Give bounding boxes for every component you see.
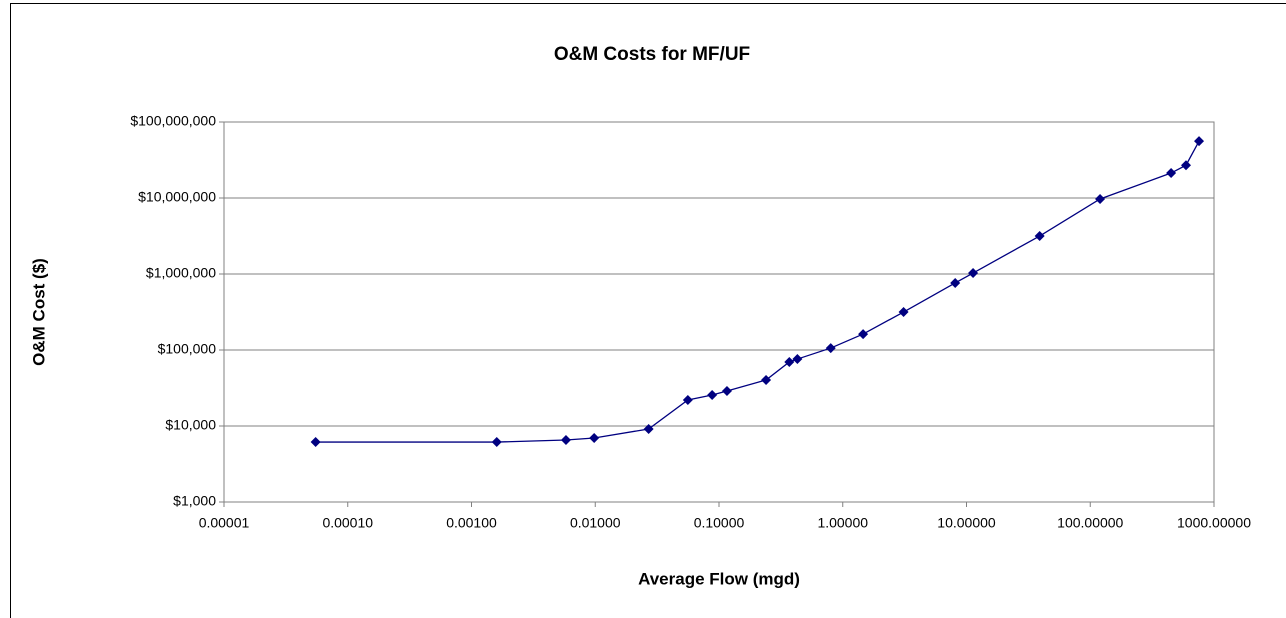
y-tick-label: $100,000 xyxy=(158,341,217,357)
marker xyxy=(491,437,502,448)
marker xyxy=(968,268,979,279)
marker xyxy=(721,385,732,396)
marker xyxy=(784,357,795,368)
marker xyxy=(1194,136,1205,147)
x-tick-label: 0.10000 xyxy=(694,515,745,531)
x-tick-label: 1.00000 xyxy=(817,515,868,531)
x-tick-label: 10.00000 xyxy=(937,515,996,531)
marker xyxy=(707,389,718,400)
y-axis-title: O&M Cost ($) xyxy=(29,258,48,366)
marker xyxy=(1095,194,1106,205)
x-tick-label: 0.00100 xyxy=(446,515,497,531)
x-tick-label: 100.00000 xyxy=(1057,515,1123,531)
marker xyxy=(1166,168,1177,179)
x-tick-label: 0.00010 xyxy=(322,515,373,531)
x-tick-label: 0.01000 xyxy=(570,515,621,531)
marker xyxy=(950,277,961,288)
y-tick-label: $10,000 xyxy=(165,417,216,433)
marker xyxy=(825,343,836,354)
marker xyxy=(1034,231,1045,242)
marker xyxy=(643,424,654,435)
marker xyxy=(589,433,600,444)
y-tick-label: $1,000 xyxy=(173,493,216,509)
y-tick-label: $100,000,000 xyxy=(130,113,216,129)
x-tick-label: 0.00001 xyxy=(199,515,250,531)
x-axis-title: Average Flow (mgd) xyxy=(638,569,800,588)
marker xyxy=(1181,160,1192,171)
marker xyxy=(792,354,803,365)
marker xyxy=(761,374,772,385)
chart-frame xyxy=(10,3,1286,618)
chart-title: O&M Costs for MF/UF xyxy=(554,44,750,65)
marker xyxy=(560,435,571,446)
marker xyxy=(898,307,909,318)
y-tick-label: $10,000,000 xyxy=(138,189,216,205)
marker xyxy=(858,329,869,340)
marker xyxy=(310,437,321,448)
marker xyxy=(682,394,693,405)
x-tick-label: 1000.00000 xyxy=(1177,515,1251,531)
y-tick-label: $1,000,000 xyxy=(146,265,216,281)
